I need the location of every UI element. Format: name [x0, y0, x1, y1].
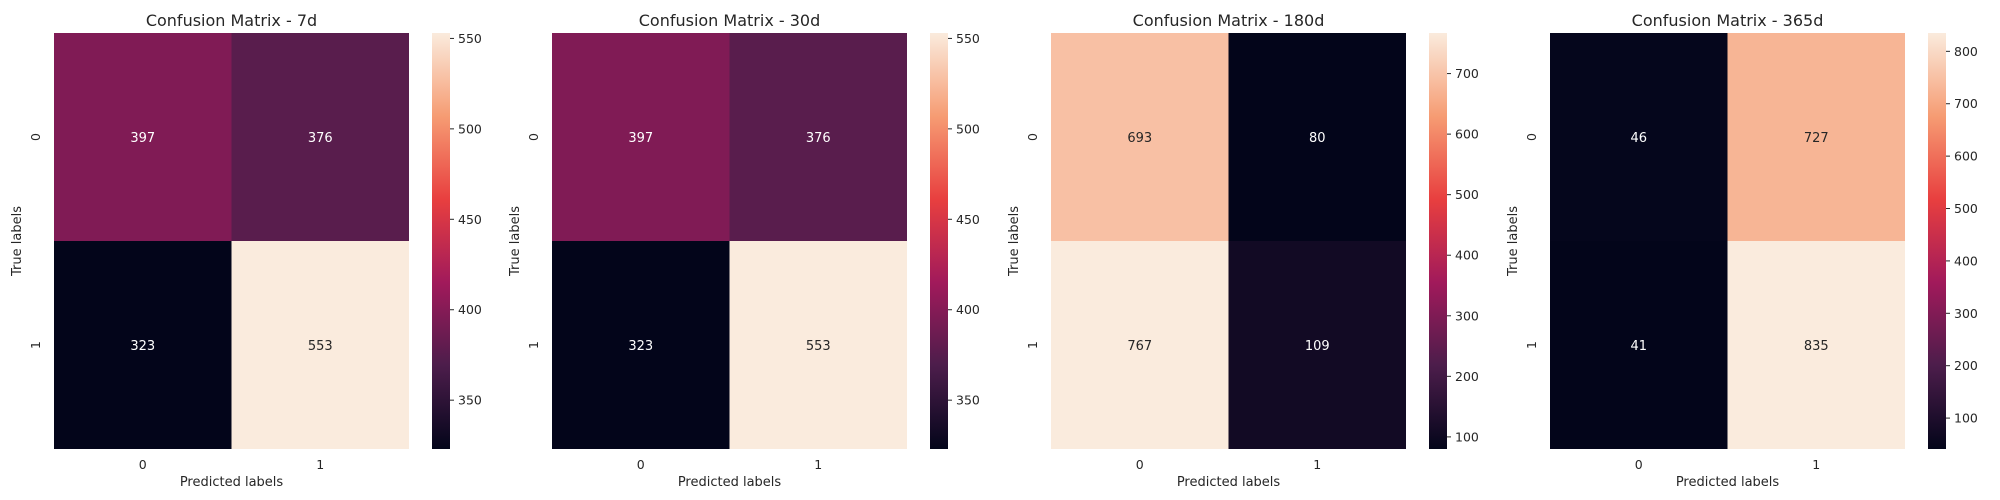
colorbar-tick-label: 400	[458, 302, 482, 317]
heatmap-cell	[1228, 241, 1406, 449]
heatmap-cell	[1051, 33, 1229, 241]
cell-value-label: 41	[1630, 339, 1647, 354]
heatmap-cell	[552, 33, 730, 241]
colorbar-tick-label: 500	[458, 121, 482, 136]
cell-value-label: 397	[628, 131, 653, 146]
chart-title: Confusion Matrix - 365d	[1632, 11, 1824, 30]
colorbar-tick-label: 200	[1954, 358, 1978, 373]
colorbar-tick-label: 600	[1455, 127, 1479, 142]
heatmap-cell	[552, 241, 730, 449]
y-axis-label: True labels	[1007, 206, 1022, 277]
colorbar-tick-label: 400	[1954, 253, 1978, 268]
heatmap-panel-4: Confusion Matrix - 365d 46 727 41 835 0 1 Predi…	[1506, 11, 1978, 490]
colorbar-tick-label: 450	[956, 212, 980, 227]
chart-title: Confusion Matrix - 7d	[146, 11, 317, 30]
y-axis-label: True labels	[1506, 206, 1521, 277]
cell-value-label: 323	[130, 339, 155, 354]
colorbar	[432, 33, 450, 449]
cell-value-label: 46	[1630, 131, 1647, 146]
colorbar-tick-label: 400	[956, 302, 980, 317]
x-axis-label: Predicted labels	[180, 475, 284, 490]
colorbar-tick-label: 100	[1954, 411, 1978, 426]
x-tick-label: 1	[1313, 457, 1321, 472]
colorbar-tick-label: 200	[1455, 369, 1479, 384]
y-axis-label: True labels	[10, 206, 25, 277]
x-tick-label: 1	[814, 457, 822, 472]
heatmap-panel-3: Confusion Matrix - 180d 693 80 767 109 0 1 Pred…	[1007, 11, 1479, 490]
cell-value-label: 323	[628, 339, 653, 354]
cell-value-label: 376	[308, 131, 333, 146]
x-tick-label: 0	[637, 457, 645, 472]
heatmap-cell	[231, 241, 409, 449]
colorbar-tick-label: 400	[1455, 248, 1479, 263]
colorbar-tick-label: 700	[1954, 96, 1978, 111]
x-tick-label: 0	[1635, 457, 1643, 472]
colorbar	[1429, 33, 1447, 449]
chart-title: Confusion Matrix - 30d	[639, 11, 821, 30]
cell-value-label: 767	[1127, 339, 1152, 354]
colorbar-tick-label: 500	[1954, 201, 1978, 216]
colorbar-tick-label: 350	[458, 393, 482, 408]
colorbar-tick-label: 100	[1455, 429, 1479, 444]
colorbar	[1928, 33, 1946, 449]
colorbar-tick-label: 350	[956, 393, 980, 408]
colorbar-tick-label: 550	[458, 31, 482, 46]
x-tick-label: 1	[316, 457, 324, 472]
cell-value-label: 693	[1127, 131, 1152, 146]
x-tick-label: 1	[1812, 457, 1820, 472]
x-axis-label: Predicted labels	[1177, 475, 1281, 490]
heatmap-panel-2: Confusion Matrix - 30d 397 376 323 553 0 1 Pred…	[508, 11, 980, 490]
heatmap-cell	[54, 33, 232, 241]
colorbar-tick-label: 500	[1455, 187, 1479, 202]
cell-value-label: 553	[806, 339, 831, 354]
heatmap-cell	[1727, 241, 1905, 449]
colorbar-tick-label: 450	[458, 212, 482, 227]
y-tick-label: 1	[1025, 341, 1040, 349]
colorbar-tick-label: 700	[1455, 66, 1479, 81]
y-tick-label: 0	[28, 133, 43, 141]
colorbar-tick-label: 300	[1954, 306, 1978, 321]
colorbar-tick-label: 600	[1954, 149, 1978, 164]
colorbar-tick-label: 300	[1455, 308, 1479, 323]
y-tick-label: 0	[526, 133, 541, 141]
x-axis-label: Predicted labels	[1676, 475, 1780, 490]
cell-value-label: 109	[1305, 339, 1330, 354]
y-tick-label: 1	[28, 341, 43, 349]
heatmap-cell	[1228, 33, 1406, 241]
cell-value-label: 835	[1804, 339, 1829, 354]
colorbar-tick-label: 500	[956, 121, 980, 136]
x-tick-label: 0	[1136, 457, 1144, 472]
y-tick-label: 1	[1524, 341, 1539, 349]
heatmap-cell	[231, 33, 409, 241]
x-axis-label: Predicted labels	[678, 475, 782, 490]
y-tick-label: 0	[1524, 133, 1539, 141]
cell-value-label: 553	[308, 339, 333, 354]
heatmap-cell	[1550, 33, 1728, 241]
cell-value-label: 397	[130, 131, 155, 146]
cell-value-label: 376	[806, 131, 831, 146]
heatmap-cell	[1550, 241, 1728, 449]
heatmap-cell	[729, 33, 907, 241]
cell-value-label: 80	[1309, 131, 1326, 146]
x-tick-label: 0	[139, 457, 147, 472]
y-tick-label: 0	[1025, 133, 1040, 141]
cell-value-label: 727	[1804, 131, 1829, 146]
colorbar	[930, 33, 948, 449]
colorbar-tick-label: 550	[956, 31, 980, 46]
heatmap-cell	[1051, 241, 1229, 449]
heatmap-panel-1: Confusion Matrix - 7d 397 376 323 553 0 1 Predi…	[10, 11, 482, 490]
heatmap-cell	[54, 241, 232, 449]
y-tick-label: 1	[526, 341, 541, 349]
y-axis-label: True labels	[508, 206, 523, 277]
colorbar-tick-label: 800	[1954, 44, 1978, 59]
chart-title: Confusion Matrix - 180d	[1133, 11, 1325, 30]
heatmap-cell	[729, 241, 907, 449]
heatmap-cell	[1727, 33, 1905, 241]
